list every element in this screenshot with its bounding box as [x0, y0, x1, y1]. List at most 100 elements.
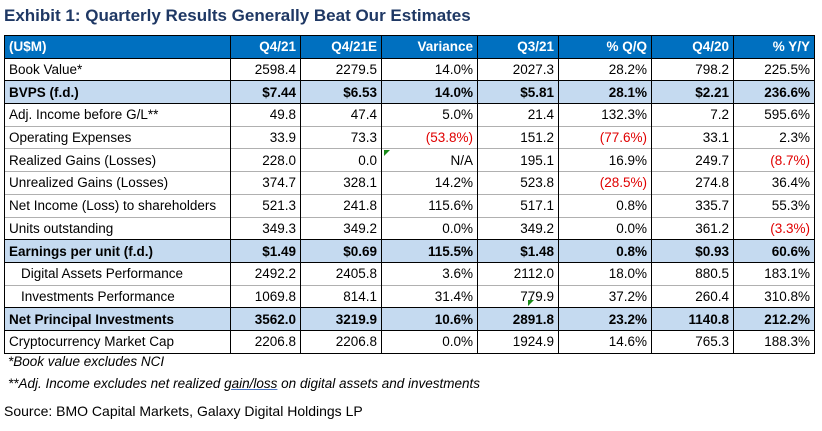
table-cell: 31.4% [381, 284, 478, 308]
table-cell: 49.8 [230, 103, 301, 127]
table-row: Units outstanding 349.3 349.2 0.0% 349.2… [4, 216, 815, 240]
table-cell: 328.1 [300, 171, 382, 195]
table-cell: 241.8 [300, 193, 382, 217]
table-cell: 2279.5 [300, 57, 382, 81]
table-cell: 132.3% [558, 103, 652, 127]
table-cell: 115.5% [381, 239, 478, 263]
table-cell: 349.2 [477, 216, 559, 240]
table-cell: 21.4 [477, 103, 559, 127]
table-cell: 33.1 [651, 125, 734, 149]
table-row: Net Income (Loss) to shareholders 521.3 … [4, 193, 815, 217]
table-cell: 236.6% [733, 80, 815, 105]
table-cell: 521.3 [230, 193, 301, 217]
table-cell: $6.53 [300, 80, 382, 105]
table-cell: 14.0% [381, 57, 478, 81]
table-row-highlight: Earnings per unit (f.d.) $1.49 $0.69 115… [4, 239, 815, 263]
results-table: (U$M) Q4/21 Q4/21E Variance Q3/21 % Q/Q … [4, 35, 815, 354]
table-cell: N/A [381, 148, 478, 172]
table-cell: 7.2 [651, 103, 734, 127]
table-cell: 814.1 [300, 284, 382, 308]
table-cell: 28.1% [558, 80, 652, 105]
table-cell: 10.6% [381, 307, 478, 331]
table-cell: 523.8 [477, 171, 559, 195]
table-cell: 60.6% [733, 239, 815, 263]
table-cell: 335.7 [651, 193, 734, 217]
table-cell-negative: (3.3%) [733, 216, 815, 240]
row-label: Unrealized Gains (Losses) [4, 171, 231, 195]
table-cell: 14.6% [558, 329, 652, 354]
table-row-highlight: Net Principal Investments 3562.0 3219.9 … [4, 307, 815, 331]
table-cell: 0.0% [558, 216, 652, 240]
table-row-highlight: BVPS (f.d.) $7.44 $6.53 14.0% $5.81 28.1… [4, 80, 815, 105]
row-label: Book Value* [4, 57, 231, 81]
cell-text: N/A [450, 152, 473, 168]
table-cell: 33.9 [230, 125, 301, 149]
table-row: Operating Expenses 33.9 73.3 (53.8%) 151… [4, 125, 815, 149]
table-cell: 0.0% [381, 329, 478, 354]
table-cell: 225.5% [733, 57, 815, 81]
footnote-book-value: *Book value excludes NCI [8, 354, 165, 369]
row-label: Net Principal Investments [4, 307, 231, 331]
table-row: Realized Gains (Losses) 228.0 0.0 N/A 19… [4, 148, 815, 172]
header-row: (U$M) Q4/21 Q4/21E Variance Q3/21 % Q/Q … [4, 35, 815, 59]
table-cell: 3219.9 [300, 307, 382, 331]
table-cell: 2598.4 [230, 57, 301, 81]
table-cell: 28.2% [558, 57, 652, 81]
table-cell: 151.2 [477, 125, 559, 149]
row-label: Net Income (Loss) to shareholders [4, 193, 231, 217]
table-cell: 37.2% [558, 284, 652, 308]
table-cell: 3.6% [381, 261, 478, 286]
table-cell: 14.0% [381, 80, 478, 105]
table-cell: 3562.0 [230, 307, 301, 331]
table-cell: 361.2 [651, 216, 734, 240]
table-cell: 260.4 [651, 284, 734, 308]
table-cell: 517.1 [477, 193, 559, 217]
row-label: Digital Assets Performance [4, 261, 231, 286]
table-cell: 0.0 [300, 148, 382, 172]
table-cell: 2206.8 [230, 329, 301, 354]
row-label: Units outstanding [4, 216, 231, 240]
table-cell: 349.2 [300, 216, 382, 240]
column-header: Q4/21 [230, 35, 301, 59]
table-row: Unrealized Gains (Losses) 374.7 328.1 14… [4, 171, 815, 195]
table-row: Book Value* 2598.4 2279.5 14.0% 2027.3 2… [4, 57, 815, 81]
row-label: Operating Expenses [4, 125, 231, 149]
table-cell-negative: (77.6%) [558, 125, 652, 149]
table-row: Cryptocurrency Market Cap 2206.8 2206.8 … [4, 329, 815, 354]
column-header: Q3/21 [477, 35, 559, 59]
table-cell: $7.44 [230, 80, 301, 105]
table-cell: $5.81 [477, 80, 559, 105]
table-cell: 212.2% [733, 307, 815, 331]
table-cell-negative: (8.7%) [733, 148, 815, 172]
table-cell: 55.3% [733, 193, 815, 217]
table-cell: 16.9% [558, 148, 652, 172]
table-cell: $0.69 [300, 239, 382, 263]
cell-comment-marker [384, 150, 390, 157]
table-cell: 228.0 [230, 148, 301, 172]
table-cell: 5.0% [381, 103, 478, 127]
table-cell: 0.0% [381, 216, 478, 240]
footnote-text: **Adj. Income excludes net realized [8, 376, 225, 391]
table-cell: 1924.9 [477, 329, 559, 354]
table-cell: 2027.3 [477, 57, 559, 81]
table-cell: 73.3 [300, 125, 382, 149]
table-cell: 1140.8 [651, 307, 734, 331]
row-label: BVPS (f.d.) [4, 80, 231, 105]
table-cell: 23.2% [558, 307, 652, 331]
column-header: Q4/20 [651, 35, 734, 59]
row-label: Adj. Income before G/L** [4, 103, 231, 127]
column-header: % Q/Q [558, 35, 652, 59]
table-cell: 0.8% [558, 239, 652, 263]
table-cell: 2492.2 [230, 261, 301, 286]
source-note: Source: BMO Capital Markets, Galaxy Digi… [4, 403, 363, 419]
table-cell: 36.4% [733, 171, 815, 195]
table-cell: 47.4 [300, 103, 382, 127]
table-cell: 2112.0 [477, 261, 559, 286]
table-cell: $0.93 [651, 239, 734, 263]
table-cell: 188.3% [733, 329, 815, 354]
table-cell: $1.49 [230, 239, 301, 263]
table-cell: 274.8 [651, 171, 734, 195]
table-cell: 798.2 [651, 57, 734, 81]
table-cell: 18.0% [558, 261, 652, 286]
table-cell-negative: (53.8%) [381, 125, 478, 149]
